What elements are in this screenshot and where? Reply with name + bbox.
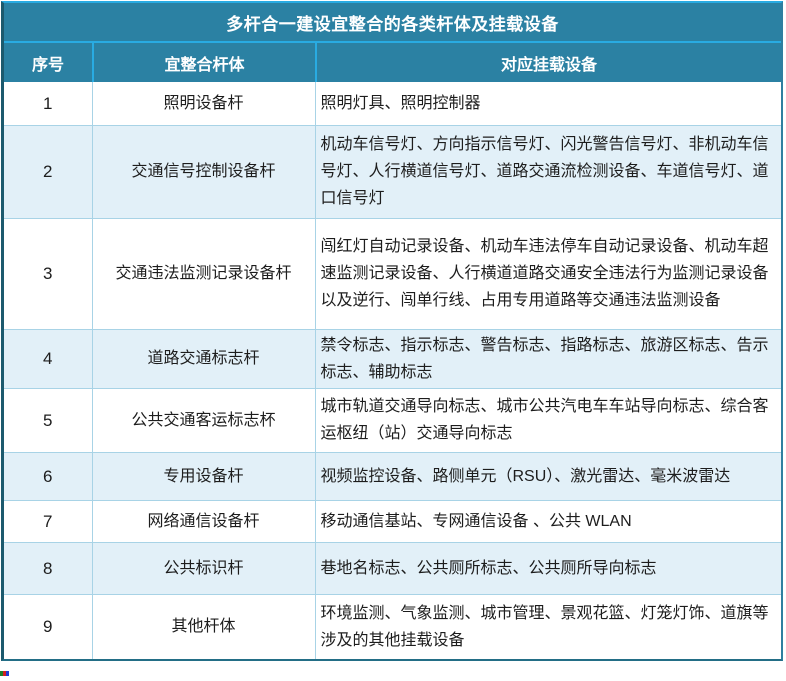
- table-row: 8 公共标识杆 巷地名标志、公共厕所标志、公共厕所导向标志: [4, 541, 781, 595]
- table-row: 7 网络通信设备杆 移动通信基站、专网通信设备 、公共 WLAN: [4, 499, 781, 543]
- column-header-no: 序号: [31, 56, 64, 74]
- row-number: 1: [4, 82, 93, 126]
- table-row: 1 照明设备杆 照明灯具、照明控制器: [4, 82, 781, 126]
- table-row: 4 道路交通标志杆 禁令标志、指示标志、警告标志、指路标志、旅游区标志、告示标志…: [4, 328, 781, 389]
- table-row: 5 公共交通客运标志杯 城市轨道交通导向标志、城市公共汽电车车站导向标志、综合客…: [4, 387, 781, 453]
- row-number: 6: [4, 451, 93, 501]
- row-number: 5: [4, 387, 93, 453]
- mounted-devices: 巷地名标志、公共厕所标志、公共厕所导向标志: [314, 541, 781, 595]
- mounted-devices: 禁令标志、指示标志、警告标志、指路标志、旅游区标志、告示标志、辅助标志: [314, 328, 781, 389]
- table-row: 3 交通违法监测记录设备杆 闯红灯自动记录设备、机动车违法停车自动记录设备、机动…: [4, 217, 781, 330]
- row-number: 9: [4, 593, 93, 659]
- mounted-devices: 移动通信基站、专网通信设备 、公共 WLAN: [314, 499, 781, 543]
- mounted-devices: 视频监控设备、路侧单元（RSU）、激光雷达、毫米波雷达: [314, 451, 781, 501]
- mounted-devices: 环境监测、气象监测、城市管理、景观花篮、灯笼灯饰、道旗等涉及的其他挂载设备: [314, 593, 781, 659]
- row-number: 4: [4, 328, 93, 389]
- row-number: 8: [4, 541, 93, 595]
- mounted-devices: 闯红灯自动记录设备、机动车违法停车自动记录设备、机动车超速监测记录设备、人行横道…: [314, 217, 781, 330]
- pole-type: 公共交通客运标志杯: [91, 387, 316, 453]
- pole-type: 照明设备杆: [91, 82, 316, 126]
- pole-type: 专用设备杆: [91, 451, 316, 501]
- pole-type: 其他杆体: [91, 593, 316, 659]
- column-header-devices: 对应挂载设备: [315, 43, 781, 82]
- table-row: 2 交通信号控制设备杆 机动车信号灯、方向指示信号灯、闪光警告信号灯、非机动车信…: [4, 124, 781, 219]
- table-title: 多杆合一建设宜整合的各类杆体及挂载设备: [4, 3, 781, 43]
- pole-type: 交通信号控制设备杆: [91, 124, 316, 219]
- screenshot-artifact: [0, 671, 9, 676]
- table-row: 6 专用设备杆 视频监控设备、路侧单元（RSU）、激光雷达、毫米波雷达: [4, 451, 781, 501]
- mounted-devices: 照明灯具、照明控制器: [314, 82, 781, 126]
- pole-type: 公共标识杆: [91, 541, 316, 595]
- table-body: 1 照明设备杆 照明灯具、照明控制器 2 交通信号控制设备杆 机动车信号灯、方向…: [4, 82, 781, 659]
- pole-integration-table: 多杆合一建设宜整合的各类杆体及挂载设备 序号 宜整合杆体 对应挂载设备 1 照明…: [1, 1, 783, 661]
- column-header-pole: 宜整合杆体: [92, 43, 315, 82]
- mounted-devices: 城市轨道交通导向标志、城市公共汽电车车站导向标志、综合客运枢纽（站）交通导向标志: [314, 387, 781, 453]
- pole-type: 道路交通标志杆: [91, 328, 316, 389]
- mounted-devices: 机动车信号灯、方向指示信号灯、闪光警告信号灯、非机动车信号灯、人行横道信号灯、道…: [314, 124, 781, 219]
- table-row: 9 其他杆体 环境监测、气象监测、城市管理、景观花篮、灯笼灯饰、道旗等涉及的其他…: [4, 593, 781, 659]
- pole-type: 交通违法监测记录设备杆: [91, 217, 316, 330]
- row-number: 7: [4, 499, 93, 543]
- row-number: 2: [4, 124, 93, 219]
- row-number: 3: [4, 217, 93, 330]
- table-header-row: 序号 宜整合杆体 对应挂载设备: [4, 43, 781, 82]
- pole-type: 网络通信设备杆: [91, 499, 316, 543]
